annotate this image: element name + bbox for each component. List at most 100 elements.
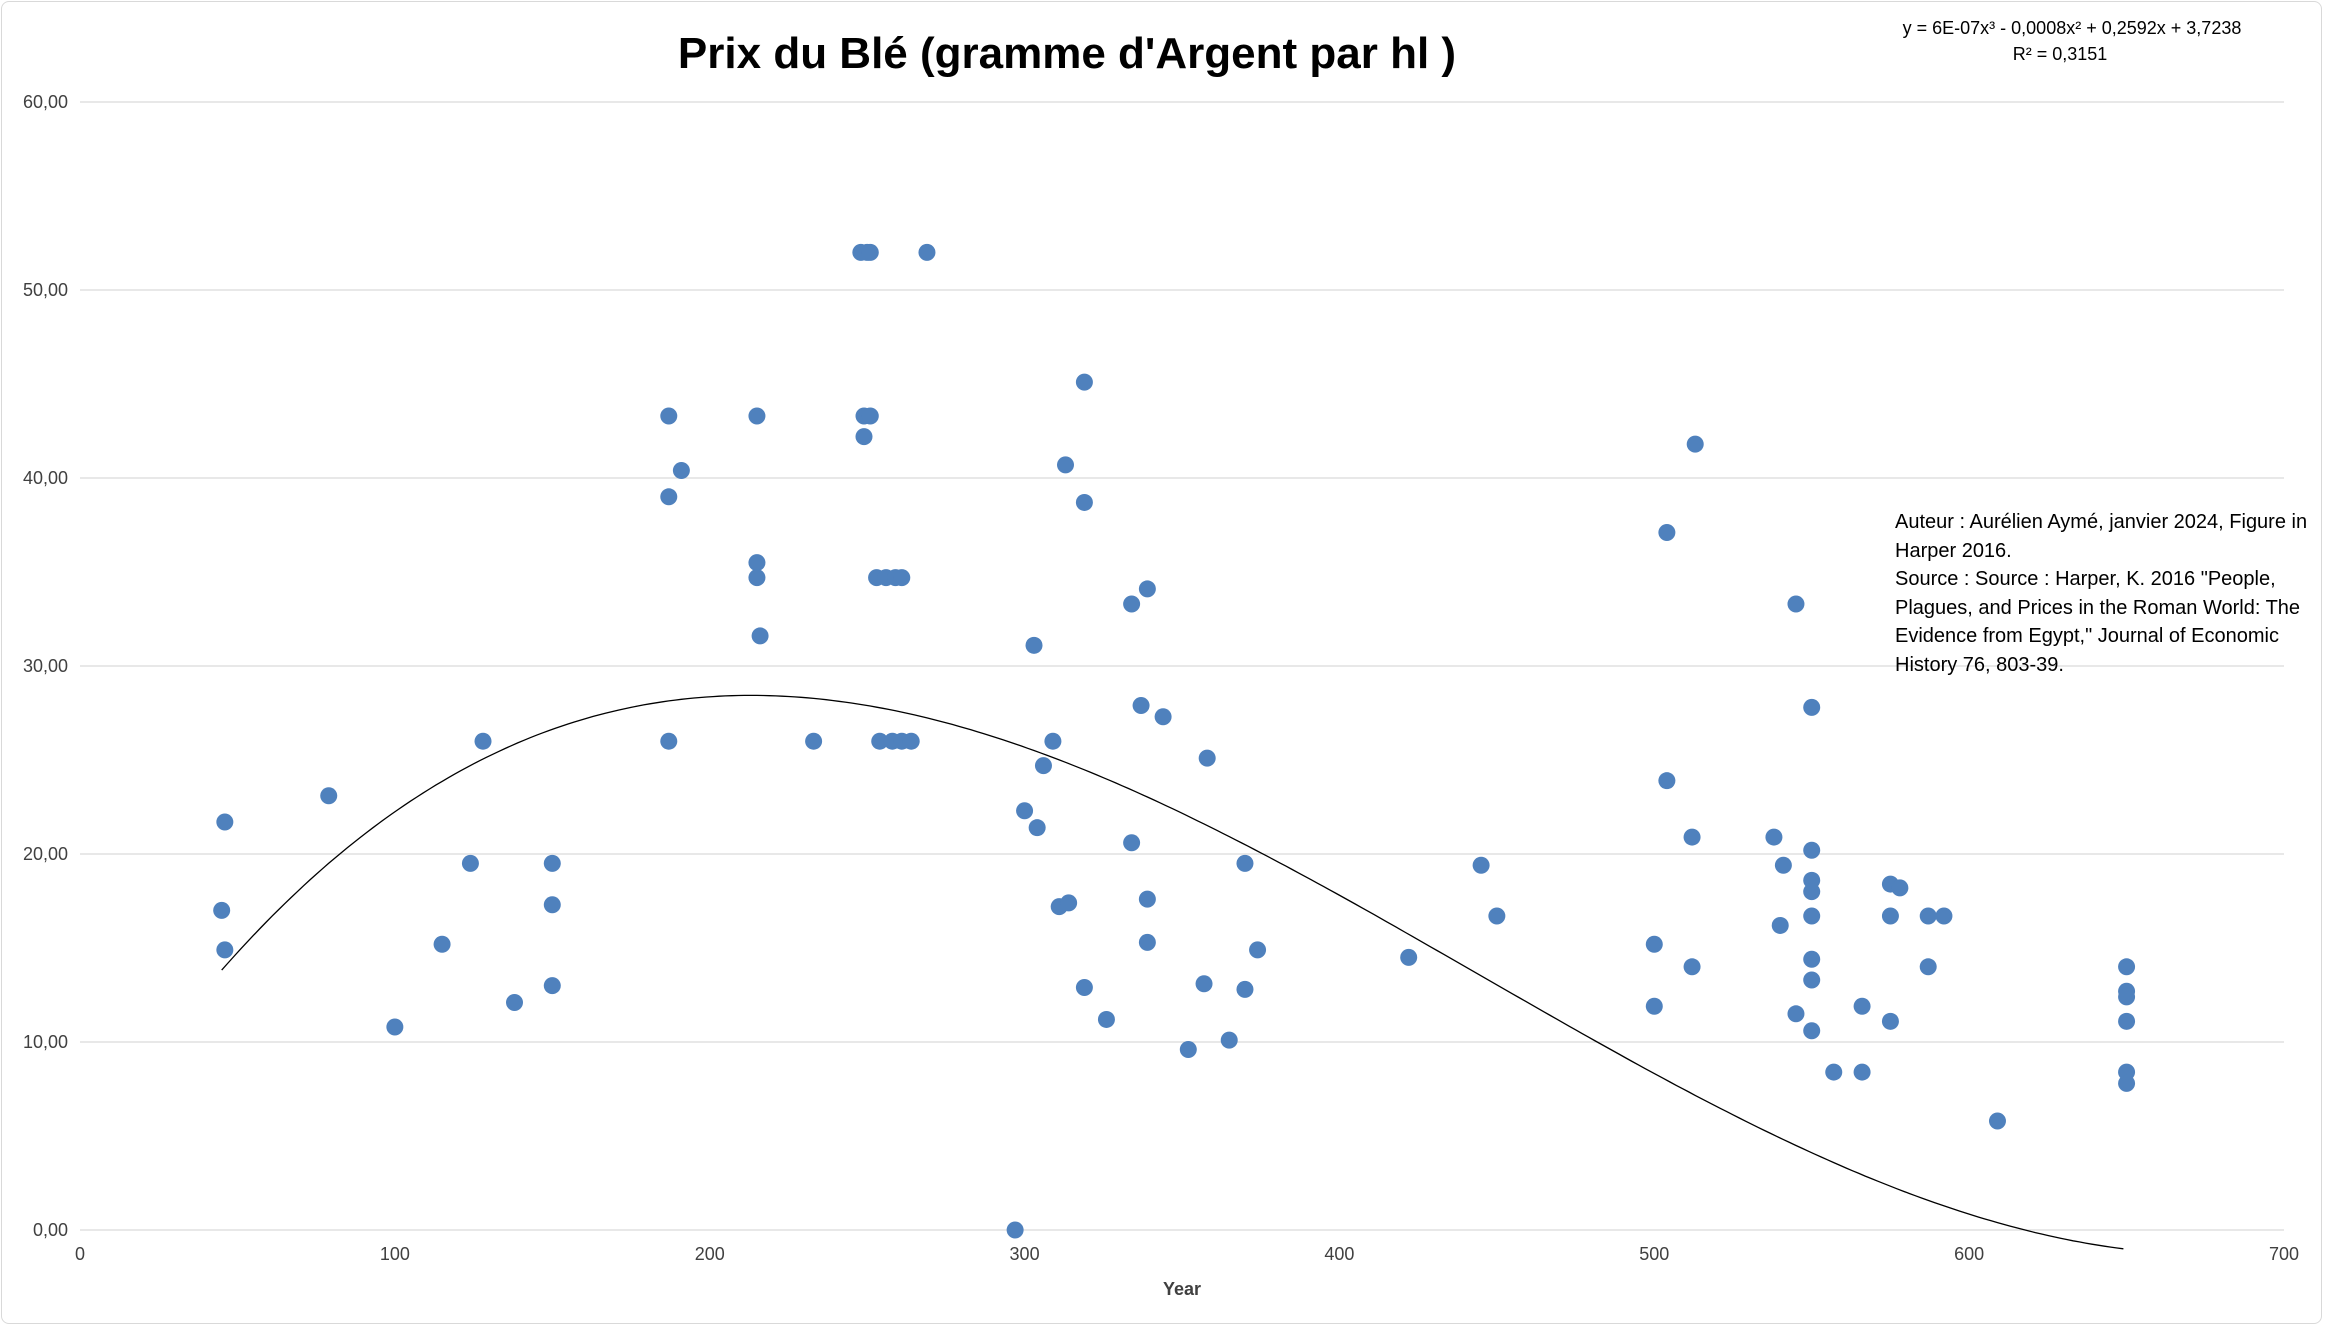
data-point (1891, 879, 1909, 897)
data-point (1097, 1010, 1115, 1028)
data-point (660, 488, 678, 506)
data-point (1123, 595, 1141, 613)
data-point (1075, 373, 1093, 391)
data-point (1803, 950, 1821, 968)
data-point (433, 935, 451, 953)
trendline (221, 694, 2124, 1250)
data-point (1138, 933, 1156, 951)
x-tick-label: 600 (1954, 1244, 1984, 1264)
data-point (1853, 1063, 1871, 1081)
y-tick-label: 40,00 (23, 468, 68, 488)
data-point (1236, 854, 1254, 872)
data-point (871, 732, 889, 750)
data-point (543, 896, 561, 914)
data-point (1774, 856, 1792, 874)
data-point (1132, 696, 1150, 714)
data-point (1044, 732, 1062, 750)
data-point (893, 569, 911, 587)
data-point (1803, 883, 1821, 901)
x-axis-title: Year (1163, 1279, 1201, 1299)
data-point (1198, 749, 1216, 767)
data-point (216, 941, 234, 959)
data-point (1195, 975, 1213, 993)
data-point (855, 428, 873, 446)
data-point (1803, 698, 1821, 716)
data-point (1919, 907, 1937, 925)
data-point (1060, 894, 1078, 912)
data-point (1935, 907, 1953, 925)
data-point (2118, 988, 2136, 1006)
data-point (1025, 636, 1043, 654)
data-point (1028, 819, 1046, 837)
data-point (1771, 916, 1789, 934)
y-tick-label: 0,00 (33, 1220, 68, 1240)
source-annotation: Auteur : Aurélien Aymé, janvier 2024, Fi… (1895, 508, 2315, 679)
data-point (1803, 907, 1821, 925)
data-point (805, 732, 823, 750)
data-point (1881, 1012, 1899, 1030)
data-point (1075, 493, 1093, 511)
data-point (320, 787, 338, 805)
y-tick-label: 50,00 (23, 280, 68, 300)
data-point (748, 407, 766, 425)
data-point (1179, 1041, 1197, 1059)
annotation-source: Source : Source : Harper, K. 2016 "Peopl… (1895, 568, 2301, 676)
data-point (748, 569, 766, 587)
data-points (213, 243, 2136, 1239)
data-point (1400, 948, 1418, 966)
x-axis-ticks: 0 100 200 300 400 500 600 700 (75, 1244, 2299, 1264)
data-point (1034, 757, 1052, 775)
trendline-r-squared: R² = 0,3151 (2013, 44, 2108, 64)
data-point (1683, 828, 1701, 846)
data-point (1488, 907, 1506, 925)
data-point (660, 407, 678, 425)
data-point (2118, 1012, 2136, 1030)
data-point (861, 407, 879, 425)
data-point (1123, 834, 1141, 852)
data-point (1236, 980, 1254, 998)
data-point (1220, 1031, 1238, 1049)
y-tick-label: 30,00 (23, 656, 68, 676)
data-point (461, 854, 479, 872)
data-point (1645, 997, 1663, 1015)
data-point (2118, 1074, 2136, 1092)
x-tick-label: 700 (2269, 1244, 2299, 1264)
data-point (861, 243, 879, 261)
data-point (474, 732, 492, 750)
data-point (386, 1018, 404, 1036)
data-point (213, 901, 231, 919)
data-point (1645, 935, 1663, 953)
data-point (1138, 580, 1156, 598)
y-tick-label: 60,00 (23, 92, 68, 112)
data-point (1919, 958, 1937, 976)
data-point (1686, 435, 1704, 453)
data-point (1803, 1022, 1821, 1040)
data-point (1472, 856, 1490, 874)
data-point (506, 994, 524, 1012)
data-point (1803, 971, 1821, 989)
y-tick-label: 10,00 (23, 1032, 68, 1052)
data-point (1057, 456, 1075, 474)
data-point (660, 732, 678, 750)
data-point (1853, 997, 1871, 1015)
data-point (543, 854, 561, 872)
y-tick-label: 20,00 (23, 844, 68, 864)
data-point (2118, 958, 2136, 976)
x-tick-label: 400 (1324, 1244, 1354, 1264)
data-point (1075, 978, 1093, 996)
data-point (1658, 524, 1676, 542)
x-tick-label: 500 (1639, 1244, 1669, 1264)
data-point (1006, 1221, 1024, 1239)
data-point (1787, 595, 1805, 613)
x-tick-label: 0 (75, 1244, 85, 1264)
data-point (1683, 958, 1701, 976)
x-tick-label: 100 (380, 1244, 410, 1264)
data-point (1803, 841, 1821, 859)
data-point (1249, 941, 1267, 959)
x-tick-label: 300 (1010, 1244, 1040, 1264)
data-point (1825, 1063, 1843, 1081)
data-point (216, 813, 234, 831)
data-point (1881, 907, 1899, 925)
data-point (543, 977, 561, 995)
